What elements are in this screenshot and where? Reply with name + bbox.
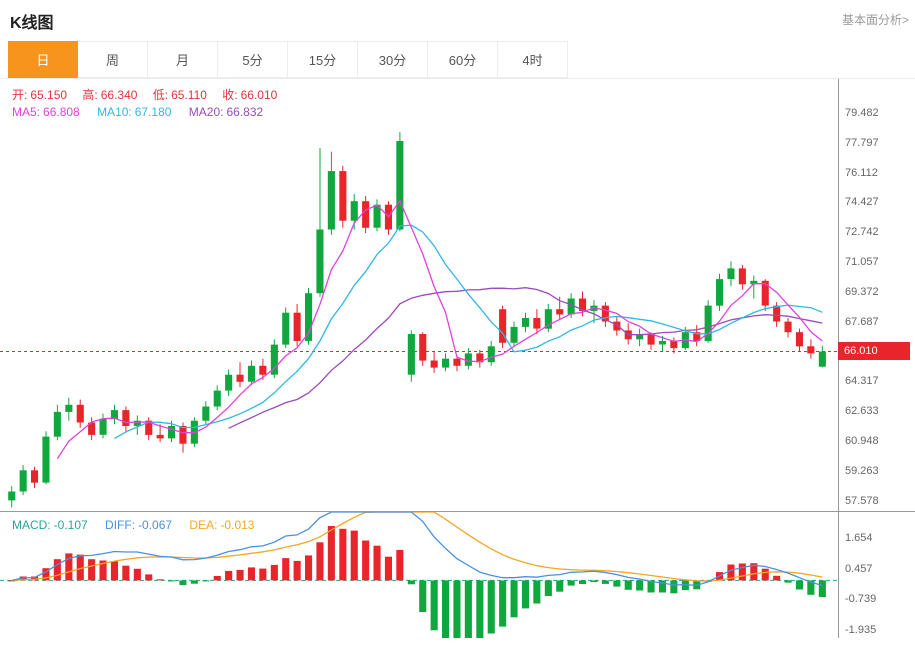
- macd-pane[interactable]: MACD: -0.107 DIFF: -0.067 DEA: -0.013: [0, 512, 838, 638]
- high-label: 高:: [82, 88, 98, 102]
- tab-60min[interactable]: 60分: [428, 41, 498, 78]
- ma5-label: MA5:: [12, 105, 41, 119]
- macd-axis-label: -1.935: [845, 623, 877, 636]
- price-axis-label: 74.427: [845, 196, 879, 209]
- macd-axis-label: -0.739: [845, 593, 877, 606]
- dea-value: -0.013: [220, 518, 255, 532]
- price-axis-label: 76.112: [845, 166, 878, 179]
- macd-value: -0.107: [53, 518, 88, 532]
- ma-legend: MA5: 66.808 MA10: 67.180 MA20: 66.832: [12, 105, 277, 119]
- price-axis-label: 59.263: [845, 464, 879, 477]
- dea-label: DEA:: [189, 518, 218, 532]
- price-axis-label: 72.742: [845, 226, 879, 239]
- ma20-value: 66.832: [226, 105, 264, 119]
- main-chart-pane[interactable]: 开: 65.150 高: 66.340 低: 65.110 收: 66.010 MA5:…: [0, 79, 838, 511]
- ma5-value: 66.808: [43, 105, 80, 119]
- open-label: 开:: [12, 88, 28, 102]
- price-axis-label: 69.372: [845, 285, 879, 298]
- macd-chart[interactable]: [0, 512, 838, 638]
- open-value: 65.150: [30, 88, 68, 102]
- ma10-label: MA10:: [97, 105, 132, 119]
- macd-label: MACD:: [12, 518, 51, 532]
- chart-area: 开: 65.150 高: 66.340 低: 65.110 收: 66.010 MA5:…: [0, 79, 915, 639]
- current-price-tag: 66.010: [838, 342, 910, 361]
- tab-30min[interactable]: 30分: [358, 41, 428, 78]
- tab-5min[interactable]: 5分: [218, 41, 288, 78]
- macd-bars-layer: [8, 526, 826, 638]
- ma20-label: MA20:: [188, 105, 224, 119]
- period-tabs: 日周月 5分 15分 30分 60分 4时: [0, 41, 915, 79]
- ma10-value: 67.180: [134, 105, 172, 119]
- price-axis-label: 57.578: [845, 494, 879, 507]
- close-label: 收:: [222, 88, 238, 102]
- ohlc-legend: 开: 65.150 高: 66.340 低: 65.110 收: 66.010: [12, 86, 289, 103]
- candlestick-chart[interactable]: [0, 79, 838, 511]
- tab-4hour[interactable]: 4时: [498, 41, 568, 78]
- page-title: K线图: [10, 15, 54, 32]
- price-axis-label: 67.687: [845, 315, 879, 328]
- price-axis-label: 64.317: [845, 375, 879, 388]
- price-axis-label: 77.797: [845, 136, 879, 149]
- fundamental-analysis-link[interactable]: 基本面分析>: [841, 13, 909, 27]
- low-value: 65.110: [171, 88, 207, 102]
- macd-axis-label: 1.654: [845, 532, 873, 545]
- price-axis-label: 60.948: [845, 435, 879, 448]
- header: K线图 基本面分析>: [0, 0, 915, 37]
- low-label: 低:: [152, 88, 169, 102]
- price-axis: 66.010 79.482 77.797 76.112 74.427 72.742 71.…: [838, 79, 915, 511]
- macd-axis-label: 0.457: [845, 562, 873, 575]
- tab-week[interactable]: 周: [78, 41, 148, 78]
- macd-legend: MACD: -0.107 DIFF: -0.067 DEA: -0.013: [12, 518, 268, 532]
- close-value: 66.010: [240, 88, 278, 102]
- tab-15min[interactable]: 15分: [288, 41, 358, 78]
- high-value: 66.340: [100, 88, 138, 102]
- price-axis-label: 79.482: [845, 106, 879, 119]
- diff-label: DIFF:: [105, 518, 136, 532]
- price-axis-label: 62.633: [845, 405, 879, 418]
- pane-separator: [0, 511, 915, 512]
- tab-day[interactable]: 日: [8, 41, 78, 78]
- candles-layer: [8, 132, 826, 508]
- diff-value: -0.067: [138, 518, 173, 532]
- macd-axis: 1.654 0.457 -0.739 -1.935: [839, 512, 915, 638]
- tab-month[interactable]: 月: [148, 41, 218, 78]
- price-axis-label: 71.057: [845, 256, 879, 269]
